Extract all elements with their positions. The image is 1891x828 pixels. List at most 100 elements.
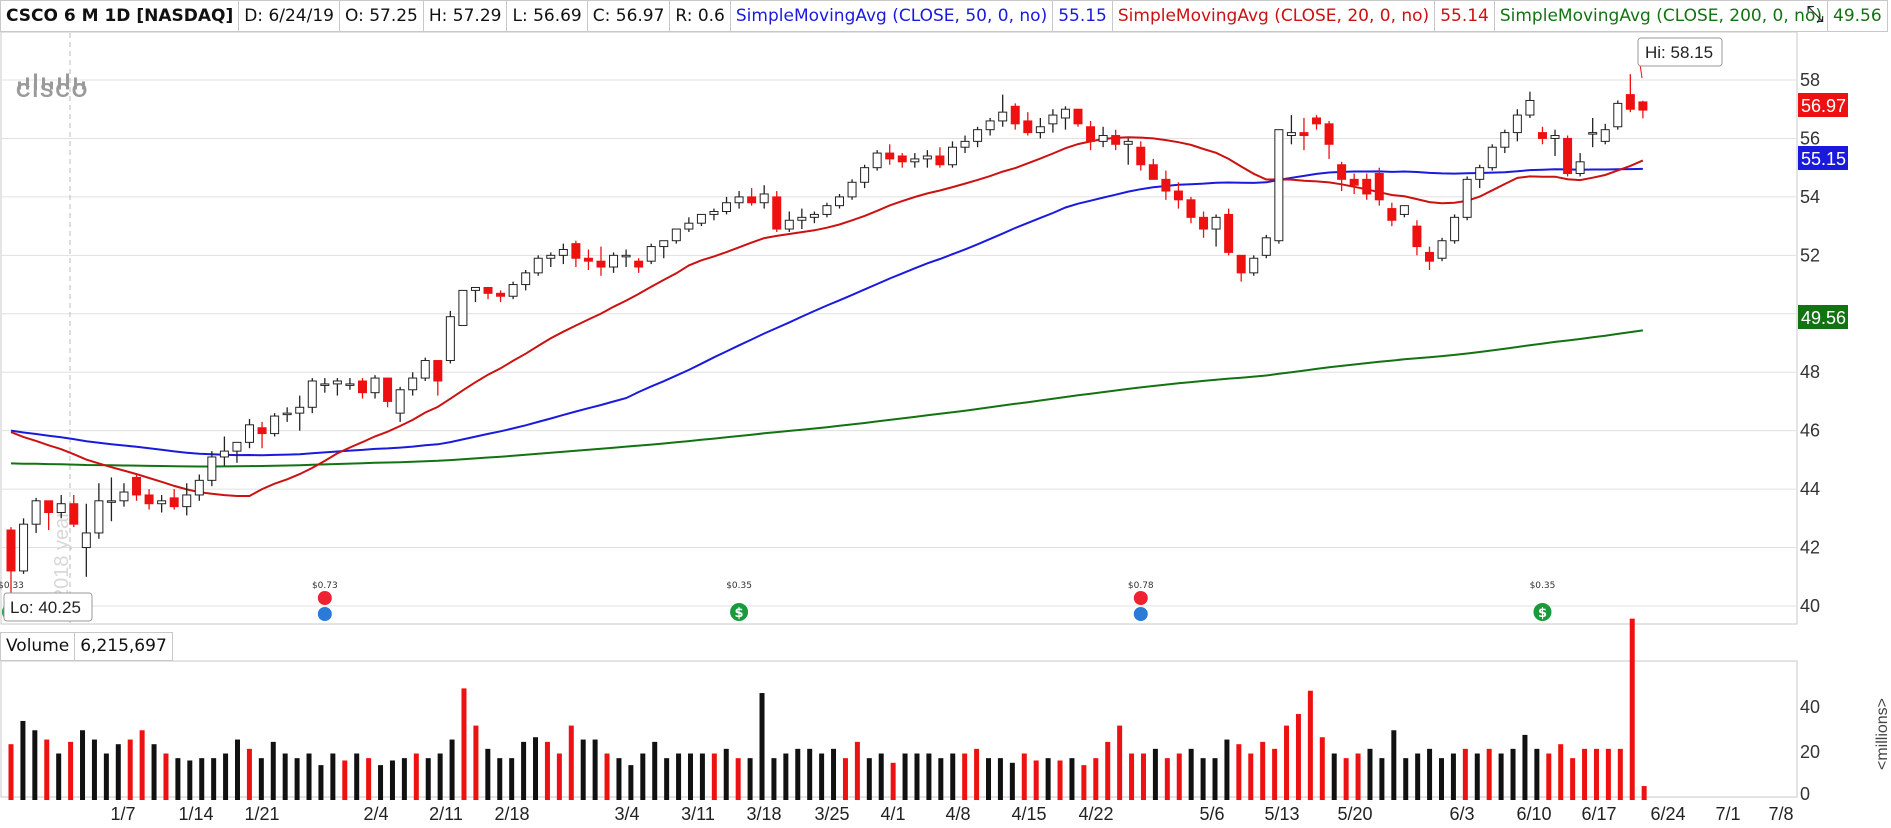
candle-body — [1537, 132, 1547, 139]
volume-bar — [1009, 762, 1015, 800]
candle-body — [370, 377, 380, 394]
candle-body — [546, 254, 556, 259]
volume-units-label: <millions> — [1874, 698, 1891, 770]
candle-body — [1060, 108, 1070, 119]
date-tick-label: 7/1 — [1715, 804, 1740, 824]
candle-body — [634, 260, 644, 268]
volume-bar — [1546, 753, 1552, 800]
candle-body — [1286, 132, 1296, 137]
volume-bar — [199, 758, 205, 800]
candle-body — [1211, 216, 1221, 230]
volume-bar — [378, 765, 384, 800]
open-label: O: 57.25 — [338, 0, 424, 32]
volume-bar — [318, 765, 324, 800]
candle-body — [571, 243, 581, 259]
date-tick-label: 2/18 — [494, 804, 529, 824]
candle-body — [44, 500, 54, 513]
date-label: D: 6/24/19 — [238, 0, 340, 32]
sma200-price-tag: 49.56 — [1798, 305, 1848, 329]
volume-bar — [330, 753, 336, 800]
candle-body — [307, 380, 317, 408]
sma20-study-label[interactable]: SimpleMovingAvg (CLOSE, 20, 0, no) — [1111, 0, 1436, 32]
candle-body — [1563, 137, 1573, 175]
price-tick-label: 58 — [1800, 70, 1820, 90]
candle-body — [458, 289, 468, 326]
volume-bar — [652, 741, 658, 800]
date-tick-label: 6/24 — [1650, 804, 1685, 824]
volume-bar — [354, 753, 360, 800]
price-panel[interactable] — [0, 31, 1798, 625]
date-tick-label: 6/17 — [1581, 804, 1616, 824]
candle-body — [922, 155, 932, 160]
earnings-icon — [1133, 591, 1148, 605]
date-tick-label: 5/13 — [1264, 804, 1299, 824]
volume-bar — [687, 753, 693, 800]
volume-bar — [366, 758, 372, 800]
candle-body — [144, 494, 154, 505]
volume-bar — [1069, 758, 1075, 800]
price-tick-label: 54 — [1800, 187, 1820, 207]
volume-bar — [592, 739, 598, 800]
year-marker: 2018 year — [51, 33, 73, 623]
svg-text:56.97: 56.97 — [1801, 96, 1846, 116]
date-tick-label: 6/10 — [1516, 804, 1551, 824]
candle-body — [797, 216, 807, 221]
sma50-value: 55.15 — [1052, 0, 1113, 32]
volume-bar — [425, 758, 431, 800]
volume-bar — [711, 753, 717, 800]
price-tick-label: 40 — [1800, 596, 1820, 616]
candle-body — [1136, 146, 1146, 166]
volume-bar — [1140, 753, 1146, 800]
volume-bar — [676, 753, 682, 800]
candle-body — [1450, 216, 1460, 242]
collapse-toggle-icon[interactable]: ⤡ — [1806, 2, 1824, 27]
volume-bar — [1260, 741, 1266, 800]
candle-body — [332, 380, 342, 385]
volume-bar — [1212, 758, 1218, 800]
volume-bar — [115, 744, 121, 800]
volume-bar — [819, 753, 825, 800]
earnings-icon — [317, 591, 332, 605]
volume-bar — [1164, 758, 1170, 800]
volume-bar — [997, 758, 1003, 800]
volume-axis: 40 20 0 <millions> — [1800, 697, 1891, 804]
candle-body — [985, 120, 995, 131]
volume-bar — [1176, 753, 1182, 800]
volume-bar — [91, 739, 97, 800]
candle-body — [772, 196, 782, 230]
svg-text:0: 0 — [1800, 784, 1810, 804]
candle-body — [1098, 135, 1108, 142]
dividend-icon — [730, 603, 749, 621]
dividend-symbol: $ — [1538, 606, 1547, 621]
volume-bar — [223, 753, 229, 800]
candle-body — [169, 497, 179, 508]
volume-bar — [187, 760, 193, 800]
sma200-study-label[interactable]: SimpleMovingAvg (CLOSE, 200, 0, no) — [1493, 0, 1828, 32]
candle-body — [157, 500, 167, 505]
cisco-logo — [18, 73, 85, 90]
info-icon — [317, 607, 332, 621]
date-tick-label: 4/22 — [1078, 804, 1113, 824]
candle-body — [835, 196, 844, 207]
volume-bar — [1593, 748, 1599, 800]
volume-bar — [1629, 618, 1635, 800]
volume-bar — [1486, 748, 1492, 800]
date-tick-label: 3/11 — [681, 804, 715, 824]
volume-bar — [1045, 758, 1051, 800]
volume-bars — [8, 618, 1647, 800]
candle-body — [696, 213, 706, 224]
candle-body — [1362, 178, 1372, 195]
candle-body — [1186, 199, 1196, 218]
symbol-label[interactable]: CSCO 6 M 1D [NASDAQ] — [0, 0, 240, 32]
volume-panel[interactable] — [0, 660, 1798, 798]
volume-bar — [1129, 753, 1135, 800]
candle-body — [947, 146, 957, 166]
volume-bar — [795, 748, 801, 800]
candle-body — [1500, 132, 1510, 148]
sma50-study-label[interactable]: SimpleMovingAvg (CLOSE, 50, 0, no) — [729, 0, 1054, 32]
date-tick-label: 3/25 — [814, 804, 849, 824]
close-label: C: 56.97 — [586, 0, 671, 32]
event-amount: $0.35 — [1530, 581, 1556, 591]
volume-bar — [866, 758, 872, 800]
